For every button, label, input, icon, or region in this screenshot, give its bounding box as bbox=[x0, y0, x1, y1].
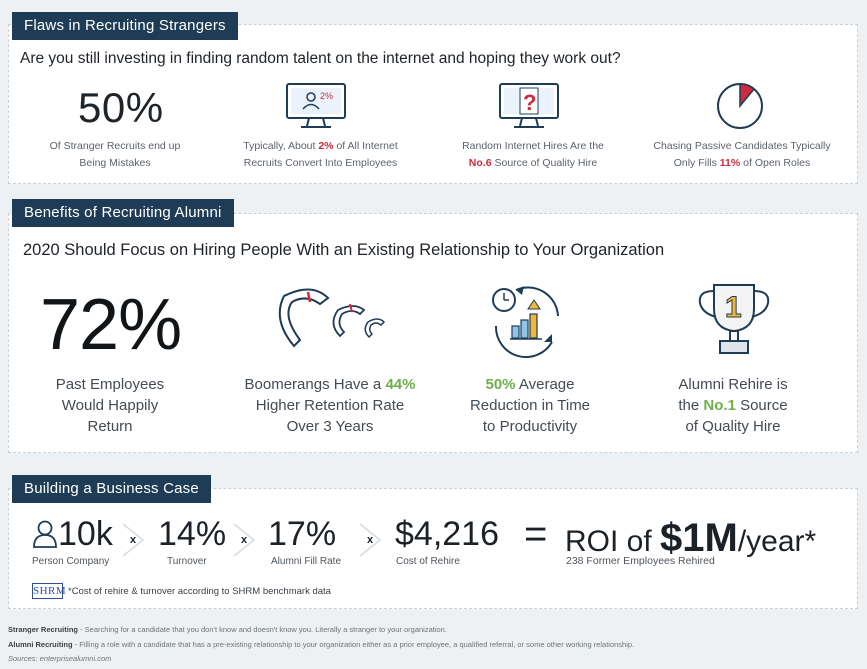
boomerang-icon bbox=[278, 288, 386, 348]
alumni-recruiting-definition: Alumni Recruiting - Filling a role with … bbox=[8, 640, 635, 649]
company-size-value: 10k bbox=[58, 515, 113, 553]
trophy-number: 1 bbox=[725, 291, 742, 324]
flaws-header: Flaws in Recruiting Strangers bbox=[12, 12, 238, 40]
benefits-header: Benefits of Recruiting Alumni bbox=[12, 199, 234, 227]
benefits-panel bbox=[8, 213, 858, 453]
past-employees-caption: Past Employees Would Happily Return bbox=[55, 376, 165, 435]
trophy-icon: 1 bbox=[698, 284, 770, 354]
monitor-user-icon: 2% bbox=[286, 83, 346, 128]
rehire-cost-label: Cost of Rehire bbox=[396, 556, 460, 567]
random-hires-caption: Random Internet Hires Are the No.6 Sourc… bbox=[462, 140, 604, 169]
flaws-panel bbox=[8, 24, 858, 184]
business-case-panel bbox=[8, 488, 858, 609]
company-size-label: Person Company bbox=[32, 556, 110, 567]
roi-value: $1M bbox=[660, 516, 738, 560]
svg-text:x: x bbox=[367, 534, 374, 546]
roi-subtext: 238 Former Employees Rehired bbox=[566, 555, 715, 567]
multiply-arrow-icon: x bbox=[122, 523, 145, 557]
person-icon bbox=[33, 520, 57, 548]
benefits-question: 2020 Should Focus on Hiring People With … bbox=[23, 241, 665, 259]
passive-candidates-caption: Chasing Passive Candidates Typically Onl… bbox=[653, 140, 831, 169]
turnover-label: Turnover bbox=[167, 556, 207, 567]
roi-statement: ROI of $1M/year* bbox=[565, 516, 817, 560]
stranger-recruiting-definition: Stranger Recruiting - Searching for a ca… bbox=[8, 625, 447, 634]
alumni-fill-value: 17% bbox=[268, 515, 337, 553]
rehire-cost-value: $4,216 bbox=[395, 515, 499, 553]
turnover-value: 14% bbox=[158, 515, 227, 553]
past-employees-stat: 72% bbox=[40, 285, 182, 365]
flaws-question: Are you still investing in finding rando… bbox=[20, 50, 621, 67]
svg-text:x: x bbox=[241, 534, 248, 546]
shrm-logo: SHRM bbox=[32, 583, 67, 599]
question-mark: ? bbox=[523, 90, 536, 115]
productivity-caption: 50% Average Reduction in Time to Product… bbox=[469, 376, 591, 435]
stranger-mistakes-caption: Of Stranger Recruits end up Being Mistak… bbox=[49, 140, 181, 169]
equals-sign: = bbox=[524, 512, 548, 556]
internet-convert-caption: Typically, About 2% of All Internet Recr… bbox=[243, 140, 398, 169]
stranger-mistakes-stat: 50% bbox=[78, 84, 164, 131]
sources-line: Sources: enterprisealumni.com bbox=[8, 654, 112, 663]
alumni-fill-label: Alumni Fill Rate bbox=[271, 556, 342, 567]
svg-text:x: x bbox=[130, 534, 137, 546]
multiply-arrow-icon: x bbox=[233, 523, 256, 557]
pie-slice bbox=[739, 83, 756, 109]
boomerang-caption: Boomerangs Have a 44% Higher Retention R… bbox=[244, 376, 416, 435]
business-case-header: Building a Business Case bbox=[12, 475, 211, 503]
monitor-percent-label: 2% bbox=[320, 91, 333, 101]
alumni-rehire-caption: Alumni Rehire is the No.1 Source of Qual… bbox=[678, 376, 788, 435]
pie-chart-icon bbox=[717, 83, 763, 129]
productivity-cycle-icon bbox=[492, 286, 559, 359]
cost-footnote: *Cost of rehire & turnover according to … bbox=[68, 586, 331, 597]
question-monitor-icon: ? bbox=[499, 83, 559, 128]
multiply-arrow-icon: x bbox=[359, 523, 382, 557]
